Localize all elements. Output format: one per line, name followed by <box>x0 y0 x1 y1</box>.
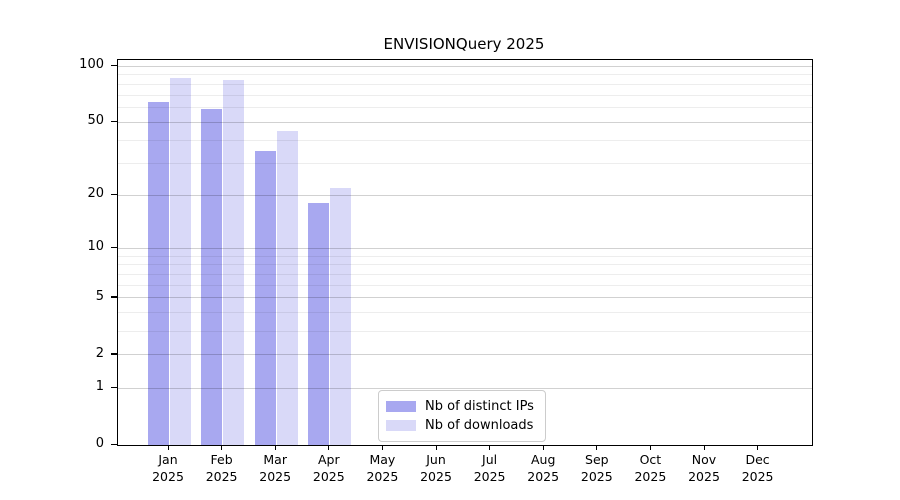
x-axis-label-sep: Sep 2025 <box>580 452 613 484</box>
x-axis-tick <box>274 445 276 450</box>
x-axis-label-mar: Mar 2025 <box>259 452 292 484</box>
x-axis-tick <box>381 445 384 450</box>
y-axis-tick <box>111 64 117 66</box>
x-axis-label-jan: Jan 2025 <box>152 452 184 484</box>
x-axis-tick <box>542 445 544 450</box>
y-axis-label-50: 50 <box>87 113 104 129</box>
bar-apr-downloads <box>330 187 352 445</box>
bars-layer <box>118 60 812 445</box>
y-axis-tick <box>111 246 117 248</box>
y-axis-label-2: 2 <box>95 345 104 361</box>
x-axis-tick <box>328 445 330 450</box>
legend-label-downloads: Nb of downloads <box>425 418 534 433</box>
x-axis-tick <box>489 445 491 450</box>
x-axis-tick <box>596 445 598 450</box>
x-axis-label-apr: Apr 2025 <box>312 452 345 484</box>
x-axis-tick <box>167 445 169 450</box>
x-axis-tick <box>221 445 223 450</box>
legend-swatch-downloads <box>386 420 416 431</box>
legend-item-distinct-ips: Nb of distinct IPs <box>386 397 537 416</box>
y-axis-label-20: 20 <box>87 186 104 202</box>
y-axis-label-1: 1 <box>95 379 104 395</box>
x-axis-tick <box>649 445 652 450</box>
bar-apr-distinct-ips <box>308 203 330 445</box>
x-axis-label-nov: Nov 2025 <box>688 452 720 484</box>
x-axis-label-feb: Feb 2025 <box>205 452 238 484</box>
x-axis-label-jun: Jun 2025 <box>420 452 452 484</box>
legend-swatch-distinct-ips <box>386 401 416 412</box>
bar-feb-distinct-ips <box>201 108 223 445</box>
chart-title: ENVISIONQuery 2025 <box>383 35 545 53</box>
x-axis-label-aug: Aug 2025 <box>527 452 560 484</box>
legend: Nb of distinct IPs Nb of downloads <box>378 390 546 442</box>
bar-jan-downloads <box>169 78 191 445</box>
y-axis-tick <box>111 193 117 195</box>
bar-feb-downloads <box>223 80 245 445</box>
y-axis-label-100: 100 <box>79 57 104 73</box>
plot-area <box>117 59 813 446</box>
y-axis-tick <box>111 443 117 445</box>
x-axis-tick <box>435 445 437 450</box>
y-axis-label-5: 5 <box>95 288 104 304</box>
bar-jan-distinct-ips <box>147 102 169 445</box>
x-axis-label-may: May 2025 <box>366 452 399 484</box>
x-axis-label-oct: Oct 2025 <box>634 452 667 484</box>
bar-mar-distinct-ips <box>254 150 276 445</box>
y-axis-label-0: 0 <box>95 436 104 451</box>
y-axis-tick <box>111 120 117 122</box>
x-axis-tick <box>703 445 705 450</box>
y-axis-tick <box>111 386 117 388</box>
x-axis-label-dec: Dec 2025 <box>741 452 774 484</box>
legend-item-downloads: Nb of downloads <box>386 416 537 435</box>
x-axis-label-jul: Jul 2025 <box>473 452 506 484</box>
y-axis-tick <box>111 353 117 355</box>
bar-mar-downloads <box>276 130 298 445</box>
y-axis-tick <box>111 296 117 298</box>
legend-label-distinct-ips: Nb of distinct IPs <box>425 399 534 414</box>
x-axis-tick <box>757 445 759 450</box>
y-axis-label-10: 10 <box>87 239 104 255</box>
